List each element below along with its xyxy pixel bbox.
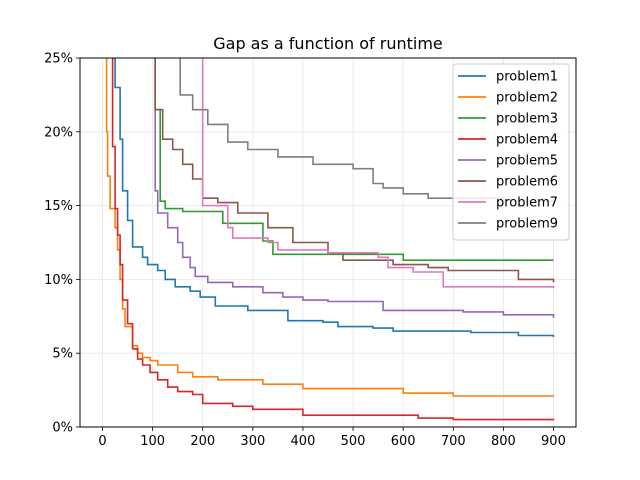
- legend: problem1 problem2 problem3 problem4 problem5…: [452, 63, 570, 241]
- axis-ticks: 0 100 200 300 400 500 600 700 800 900 0% 5% 10% 15% 20…: [44, 52, 566, 450]
- x-tick-label: 700: [441, 434, 466, 449]
- y-tick-label: 15%: [44, 199, 73, 214]
- legend-label-problem9: problem9: [496, 217, 558, 232]
- x-tick-label: 200: [190, 434, 215, 449]
- x-tick-label: 500: [341, 434, 366, 449]
- y-tick-label: 25%: [44, 52, 73, 67]
- legend-label-problem4: problem4: [496, 133, 558, 148]
- series-line-problem1: [114, 58, 555, 337]
- y-tick-label: 0%: [52, 421, 73, 436]
- series-line-problem7: [201, 58, 555, 289]
- series-line-problem9: [179, 58, 555, 206]
- series-line-problem6: [154, 58, 555, 283]
- series-lines: [105, 58, 555, 421]
- legend-label-problem6: problem6: [496, 175, 558, 190]
- y-tick-label: 5%: [52, 347, 73, 362]
- legend-label-problem7: problem7: [496, 196, 558, 211]
- x-tick-label: 100: [140, 434, 165, 449]
- x-tick-label: 600: [391, 434, 416, 449]
- y-tick-label: 20%: [44, 125, 73, 140]
- legend-label-problem5: problem5: [496, 154, 558, 169]
- series-line-problem4: [111, 58, 555, 421]
- legend-label-problem1: problem1: [496, 70, 558, 85]
- x-tick-label: 0: [98, 434, 106, 449]
- y-tick-label: 10%: [44, 273, 73, 288]
- chart-title: Gap as a function of runtime: [213, 34, 443, 53]
- legend-box: [452, 63, 570, 241]
- x-tick-label: 300: [240, 434, 265, 449]
- plot-frame: [79, 57, 577, 428]
- series-line-problem5: [154, 58, 555, 318]
- x-tick-label: 900: [541, 434, 566, 449]
- x-tick-label: 800: [491, 434, 516, 449]
- x-tick-label: 400: [291, 434, 316, 449]
- legend-label-problem2: problem2: [496, 91, 558, 106]
- legend-label-problem3: problem3: [496, 112, 558, 127]
